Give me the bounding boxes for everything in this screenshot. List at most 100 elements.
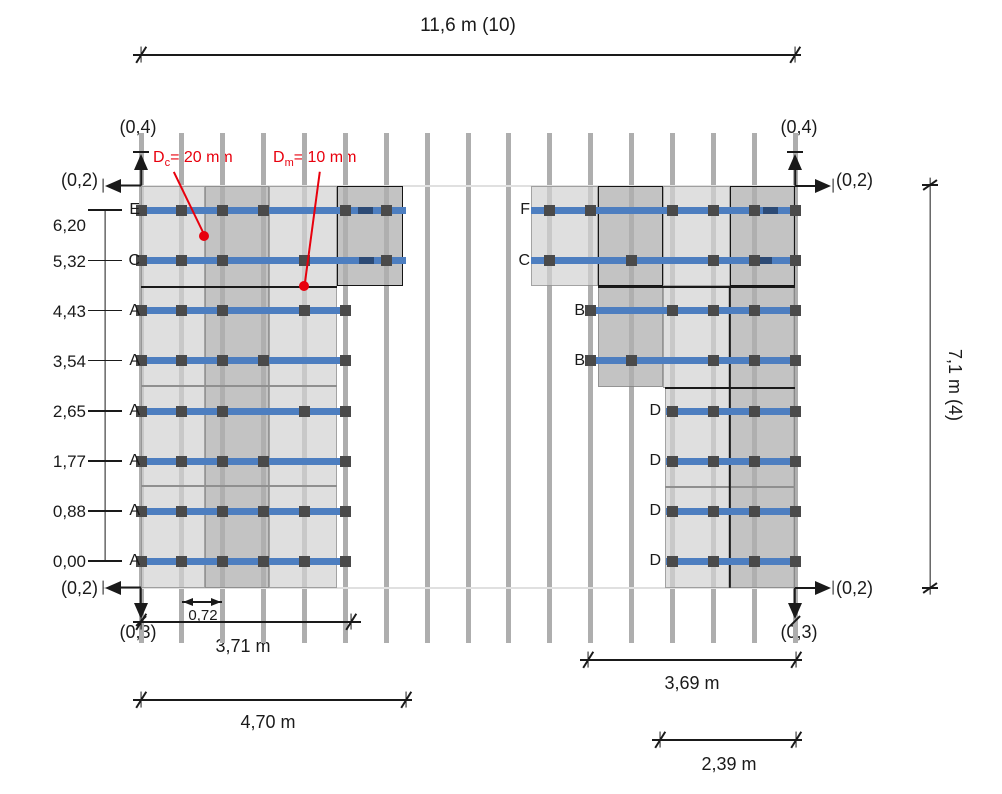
rebar-splice-square [666, 204, 678, 216]
rebar-bar [666, 507, 797, 515]
rebar-splice-square [299, 255, 310, 266]
rebar-splice-square [176, 204, 188, 216]
axis-arrow-tick [832, 580, 834, 595]
rebar-lap-segment [358, 206, 373, 214]
row-label: A [129, 351, 140, 369]
slab-panel-light [663, 286, 730, 388]
rebar-splice-square [339, 455, 351, 467]
row-label: D [649, 552, 661, 569]
rebar-splice-square [299, 405, 310, 417]
dim-arrow-right [211, 597, 221, 606]
ruler-value: 0,00 [52, 552, 86, 571]
rebar-splice-square [748, 555, 760, 567]
rebar-splice-square [626, 355, 637, 366]
rebar-splice-square [339, 405, 351, 417]
axis-label-bottom-right-vertical: (0,3) [780, 622, 818, 642]
rebar-splice-square [748, 505, 760, 517]
rebar-bar [141, 557, 350, 565]
annotation-anchor-dot [199, 231, 209, 241]
rebar-splice-square [748, 255, 760, 266]
row-label: B [574, 301, 585, 319]
slab-panel-light [141, 186, 205, 588]
axis-arrow-down [788, 603, 802, 619]
rebar-splice-square [585, 355, 597, 366]
dim-label-470: 4,70 m [240, 712, 296, 732]
ruler-tick [88, 259, 122, 262]
axis-arrow-left [105, 179, 121, 193]
rebar-splice-square [544, 255, 556, 266]
dim-label-total-height: 7,1 m (4) [945, 348, 965, 422]
annotation-dm-main: D [273, 149, 285, 166]
rebar-splice-square [258, 204, 270, 216]
rebar-splice-square [217, 455, 229, 467]
rebar-splice-square [789, 455, 801, 467]
row-label: D [649, 452, 661, 469]
grid-line [588, 133, 594, 643]
grid-line [792, 133, 798, 643]
grid-line [342, 133, 348, 643]
rebar-splice-square [135, 405, 147, 417]
rebar-splice-square [748, 355, 760, 366]
rebar-splice-square [217, 555, 229, 567]
rebar-splice-square [217, 255, 229, 266]
rebar-splice-square [176, 305, 188, 316]
rebar-splice-square [339, 555, 351, 567]
slab-panel-dark [730, 286, 795, 388]
rebar-splice-square [135, 204, 147, 216]
rebar-splice-square [176, 555, 188, 567]
slab-panel-dark [337, 186, 403, 286]
rebar-splice-square [707, 355, 719, 366]
dim-label-total-width: 11,6 m (10) [420, 15, 516, 36]
strip-line-black [729, 285, 731, 588]
row-label: C [128, 251, 140, 269]
rebar-splice-square [339, 305, 351, 316]
rebar-lap-segment [763, 206, 778, 214]
rebar-splice-square [707, 255, 719, 266]
rebar-bar [141, 357, 350, 364]
rebar-splice-square [707, 505, 719, 517]
rebar-splice-square [339, 204, 351, 216]
rebar-bar [666, 457, 797, 465]
ruler-tick [88, 460, 122, 462]
dim-label-369: 3,69 m [664, 673, 720, 693]
rebar-splice-square [666, 305, 678, 316]
row-label: D [649, 402, 661, 419]
rebar-splice-square [299, 505, 310, 517]
rebar-splice-square [135, 555, 147, 567]
rebar-splice-square [135, 455, 147, 467]
rebar-splice-square [585, 305, 597, 316]
dim-line [652, 739, 802, 741]
annotation-dc-sub: c [164, 157, 171, 170]
axis-arrow-right [815, 179, 831, 193]
annotation-anchor-dot [299, 281, 309, 291]
ruler-line [104, 209, 106, 561]
strip-line-gray [141, 485, 337, 487]
rebar-splice-square [176, 405, 188, 417]
slab-panel-light [665, 388, 730, 588]
row-label: F [520, 201, 530, 218]
rebar-splice-square [217, 305, 229, 316]
slab-panel-dark [730, 186, 795, 286]
row-label: B [574, 351, 585, 369]
dim-label-spacing: 0,72 [188, 607, 218, 624]
row-label: A [129, 452, 140, 469]
rebar-splice-square [258, 555, 270, 567]
rebar-splice-square [299, 555, 310, 567]
axis-label-bottom-left-horizontal: (0,2) [60, 578, 98, 598]
dim-line-small [182, 601, 222, 603]
rebar-splice-square [748, 455, 760, 467]
rebar-splice-square [217, 505, 229, 517]
axis-arrow-tick [102, 178, 104, 193]
slab-panel-dark [205, 186, 269, 588]
dim-line [133, 54, 801, 56]
axis-arrow-shaft [794, 588, 796, 604]
strip-line-black [598, 286, 795, 288]
axis-label-bottom-right-horizontal: (0,2) [836, 578, 874, 598]
dim-label-239: 2,39 m [701, 754, 757, 774]
axis-arrow-shaft [140, 169, 142, 186]
rebar-splice-square [135, 505, 147, 517]
dim-line [133, 699, 412, 701]
annotation-dm-sub: m [284, 157, 294, 170]
rebar-splice-square [544, 204, 556, 216]
